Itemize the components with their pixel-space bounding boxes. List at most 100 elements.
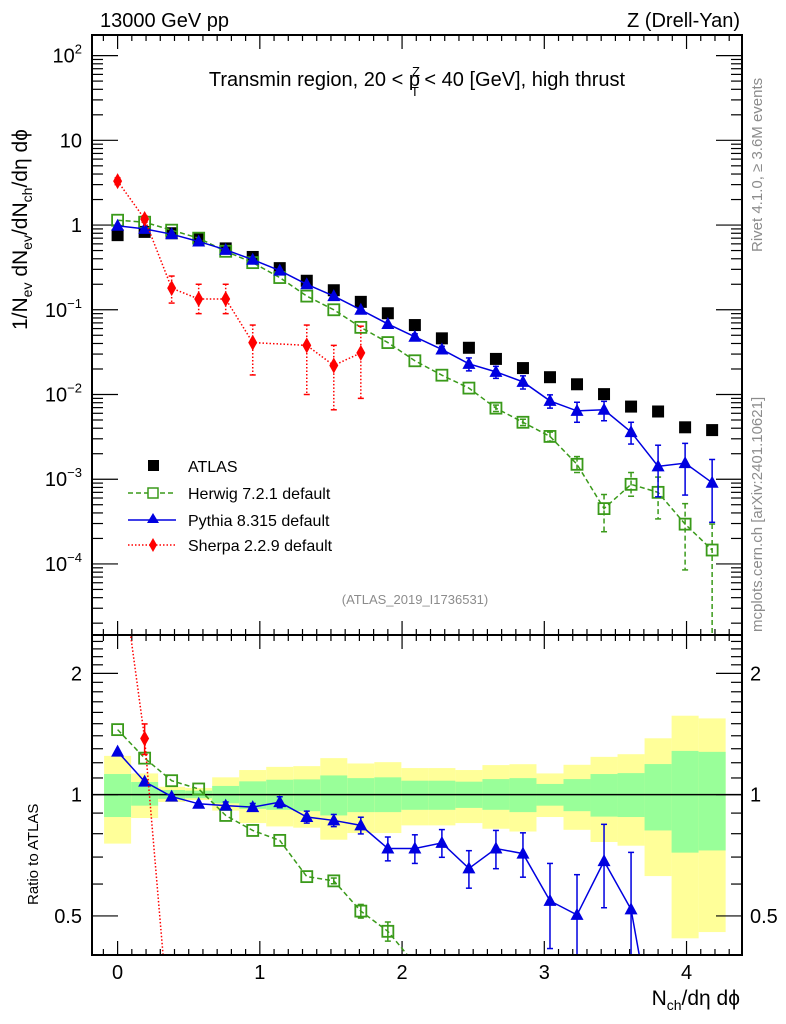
- data-point-pythia: [246, 252, 260, 265]
- legend-label-atlas: ATLAS: [188, 459, 238, 476]
- ratio-point-herwig: [273, 833, 287, 847]
- ratio-point-herwig: [354, 904, 368, 918]
- band-inner-bin: [644, 764, 672, 831]
- ratio-point-pythia: [489, 841, 503, 854]
- data-point-atlas: [354, 295, 367, 308]
- ratio-point-pythia: [408, 841, 422, 854]
- y-tick-label: 10−3: [45, 465, 82, 491]
- header-right-label: Z (Drell-Yan): [627, 10, 740, 32]
- data-point-herwig: [435, 368, 449, 382]
- x-tick-label: 2: [397, 962, 408, 984]
- ratio-y-tick-label: 0.5: [54, 906, 82, 928]
- title-pre: Transmin region, 20 < p: [209, 69, 420, 91]
- data-point-sherpa: [356, 344, 366, 361]
- legend-marker-herwig: [147, 487, 159, 499]
- ratio-y-tick-label-right: 2: [750, 663, 761, 685]
- series-line-herwig: [117, 219, 713, 551]
- ratio-point-pythia: [435, 835, 449, 848]
- data-point-pythia: [516, 374, 530, 387]
- ratio-uncertainty-bands: [104, 715, 726, 939]
- ratio-data-layer: [111, 635, 641, 955]
- ratio-point-herwig: [300, 870, 314, 884]
- data-point-pythia: [381, 316, 395, 329]
- x-tick-label: 4: [681, 962, 692, 984]
- legend: ATLAS Herwig 7.2.1 default Pythia 8.315 …: [128, 459, 333, 555]
- analysis-id-label: (ATLAS_2019_I1736531): [342, 592, 488, 607]
- data-point-pythia: [570, 403, 584, 416]
- y-tick-label: 10: [60, 130, 82, 152]
- ratio-frame: [91, 634, 743, 956]
- data-point-herwig: [678, 517, 692, 531]
- data-point-pythia: [624, 425, 638, 438]
- ratio-y-tick-label-right: 0.5: [750, 906, 778, 928]
- ratio-point-pythia: [597, 854, 611, 867]
- legend-marker-pythia: [147, 513, 159, 523]
- data-point-atlas: [571, 378, 584, 391]
- ratio-point-pythia: [543, 893, 557, 906]
- data-point-herwig: [516, 415, 530, 429]
- data-point-herwig: [354, 320, 368, 334]
- ratio-point-herwig: [246, 824, 260, 837]
- data-point-herwig: [462, 381, 476, 395]
- data-point-pythia: [300, 277, 314, 290]
- data-point-pythia: [219, 242, 233, 255]
- main-data-layer: [111, 173, 719, 635]
- data-point-herwig: [597, 502, 611, 516]
- data-point-herwig: [381, 336, 395, 349]
- band-inner-bin: [131, 781, 159, 806]
- ratio-point-pythia: [570, 907, 584, 920]
- y-tick-label: 10−4: [45, 550, 82, 576]
- data-point-atlas: [706, 424, 719, 437]
- data-point-sherpa: [329, 357, 339, 374]
- y-tick-label: 10−2: [45, 380, 82, 406]
- data-point-atlas: [598, 388, 611, 401]
- ratio-point-pythia: [165, 789, 179, 802]
- data-point-herwig: [489, 401, 503, 415]
- data-point-sherpa: [113, 173, 123, 190]
- data-point-sherpa: [302, 337, 312, 354]
- data-point-pythia: [354, 302, 368, 315]
- data-point-pythia: [462, 356, 476, 369]
- data-point-atlas: [381, 307, 394, 320]
- ratio-point-pythia: [219, 798, 233, 811]
- ratio-axes: 0 1 2 3 4 2 2 1 1 0.5 0.5: [54, 635, 778, 984]
- data-point-pythia: [327, 289, 341, 302]
- data-point-pythia: [192, 234, 206, 247]
- data-point-atlas: [462, 341, 475, 354]
- data-point-atlas: [111, 229, 124, 242]
- data-point-atlas: [679, 421, 692, 434]
- ratio-point-sherpa: [140, 730, 150, 747]
- data-point-pythia: [111, 218, 125, 231]
- header-left-label: 13000 GeV pp: [100, 10, 229, 32]
- data-point-pythia: [651, 459, 665, 472]
- data-point-atlas: [652, 405, 665, 418]
- ratio-point-herwig: [111, 723, 125, 737]
- x-tick-label: 1: [254, 962, 265, 984]
- ratio-point-pythia: [624, 902, 638, 915]
- band-inner-bin: [698, 751, 726, 851]
- band-inner-bin: [104, 774, 132, 818]
- data-point-pythia: [678, 456, 692, 469]
- y-tick-label: 102: [53, 42, 82, 68]
- data-point-herwig: [543, 430, 557, 443]
- data-point-pythia: [165, 227, 179, 240]
- data-point-atlas: [625, 400, 638, 413]
- series-line-pythia: [117, 225, 713, 484]
- ratio-point-herwig: [327, 874, 341, 888]
- data-point-sherpa: [167, 280, 177, 297]
- title-sup: Z: [412, 64, 420, 79]
- data-point-pythia: [543, 393, 557, 406]
- data-point-sherpa: [221, 290, 231, 307]
- ratio-y-tick-label-right: 1: [750, 785, 761, 807]
- y-tick-label: 10−1: [45, 296, 82, 322]
- ratio-point-herwig: [165, 774, 179, 788]
- rivet-label: Rivet 4.1.0, ≥ 3.6M events: [749, 78, 766, 252]
- ratio-point-pythia: [246, 800, 260, 813]
- data-point-herwig: [570, 457, 584, 471]
- data-point-pythia: [273, 263, 287, 276]
- data-point-pythia: [489, 364, 503, 377]
- data-point-pythia: [435, 342, 449, 355]
- title-sub: T: [411, 84, 419, 99]
- ratio-point-pythia: [354, 818, 368, 831]
